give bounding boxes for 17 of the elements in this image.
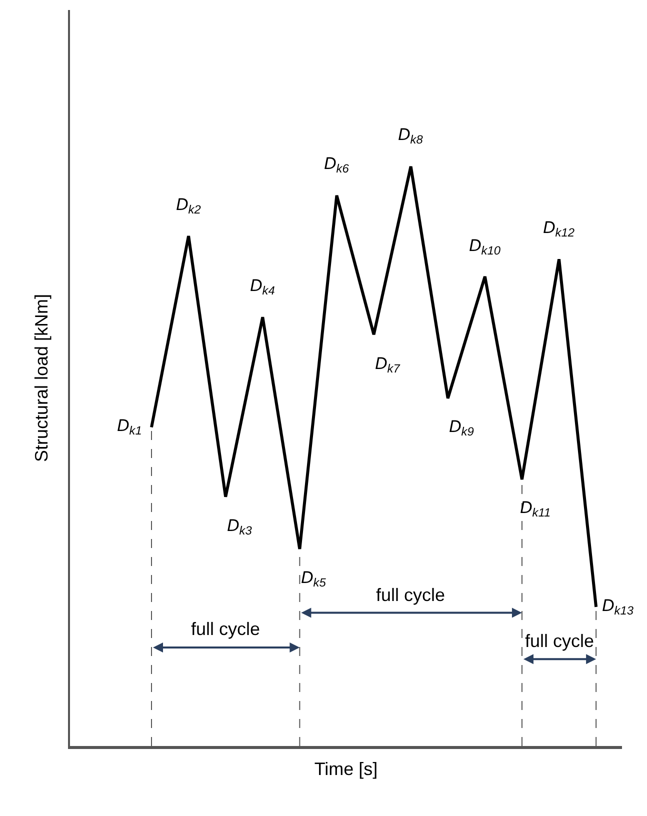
annotation: full cycle <box>376 585 446 605</box>
annotation: D$_{k3}$ <box>227 516 252 538</box>
annotation: D$_{k12}$ <box>543 218 575 240</box>
annotation: D$_{k10}$ <box>469 236 501 258</box>
annotation: D$_{k7}$ <box>375 354 400 376</box>
annotation: full cycle <box>191 619 260 639</box>
annotation: D$_{k4}$ <box>250 276 276 298</box>
y-axis-title: Structural load [kNm] <box>32 294 52 462</box>
annotation: D$_{k5}$ <box>301 568 326 590</box>
text: D$_{k8}$ <box>398 125 424 147</box>
annotation: D$_{k13}$ <box>602 596 634 618</box>
annotation: D$_{k1}$ <box>117 416 142 438</box>
x-axis-title: Time [s] <box>314 759 378 780</box>
annotation: D$_{k9}$ <box>449 417 474 439</box>
annotation: D$_{k2}$ <box>176 195 202 217</box>
annotation: full cycle <box>525 631 594 651</box>
annotation: D$_{k6}$ <box>324 154 350 176</box>
